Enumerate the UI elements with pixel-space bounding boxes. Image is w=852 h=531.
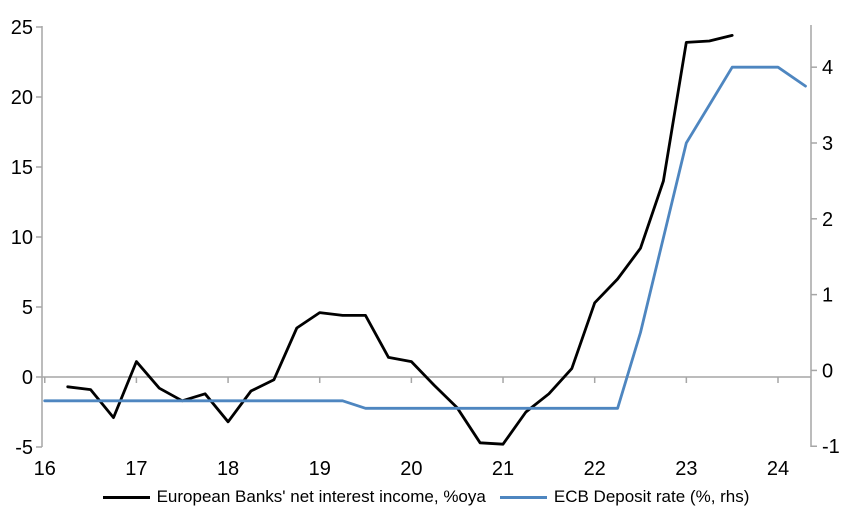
y-right-tick-label: 2	[822, 209, 833, 231]
y-right-tick-label: 0	[822, 360, 833, 382]
legend-label-net-interest-income: European Banks' net interest income, %oy…	[156, 487, 486, 506]
x-axis-tick-label: 23	[675, 458, 697, 480]
y-right-tick-label: 4	[822, 57, 833, 79]
nii-series-line	[66, 34, 734, 446]
x-axis-tick-label: 17	[125, 458, 147, 480]
y-left-tick-label: 20	[11, 87, 33, 109]
chart-legend: European Banks' net interest income, %oy…	[0, 487, 852, 507]
y-left-tick-label: 0	[22, 367, 33, 389]
x-axis-tick-label: 18	[217, 458, 239, 480]
y-left-tick-label: 15	[11, 157, 33, 179]
y-left-tick-label: -5	[15, 437, 33, 459]
x-axis-tick-label: 24	[767, 458, 789, 480]
y-left-tick-label: 5	[22, 297, 33, 319]
ecb-series-line-icon	[499, 495, 547, 499]
x-axis-tick-label: 21	[492, 458, 514, 480]
legend-item-net-interest-income: European Banks' net interest income, %oy…	[102, 487, 486, 507]
x-axis-tick-label: 20	[400, 458, 422, 480]
y-left-tick-label: 10	[11, 227, 33, 249]
legend-item-ecb-deposit-rate: ECB Deposit rate (%, rhs)	[499, 487, 750, 507]
y-right-tick-label: 3	[822, 133, 833, 155]
y-right-tick-label: 1	[822, 285, 833, 307]
y-left-tick-label: 25	[11, 17, 33, 39]
legend-label-ecb-deposit-rate: ECB Deposit rate (%, rhs)	[553, 487, 750, 506]
ecb-series-line	[43, 65, 807, 410]
x-axis-tick-label: 22	[584, 458, 606, 480]
x-axis-tick-label: 19	[309, 458, 331, 480]
x-axis-tick-label: 16	[34, 458, 56, 480]
y-right-tick-label: -1	[822, 436, 840, 458]
nii-series-line-icon	[102, 495, 150, 499]
